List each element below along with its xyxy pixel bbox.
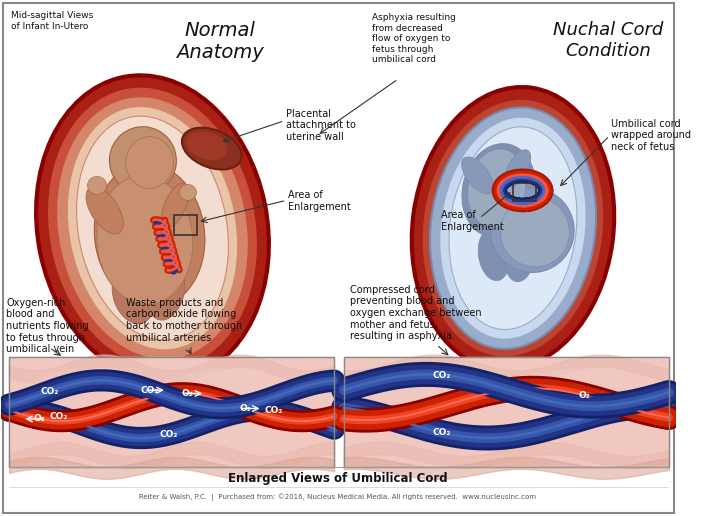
- Ellipse shape: [490, 188, 574, 272]
- Text: Asphyxia resulting
from decreased
flow of oxygen to
fetus through
umbilical cord: Asphyxia resulting from decreased flow o…: [372, 13, 456, 64]
- Ellipse shape: [97, 175, 192, 304]
- Ellipse shape: [505, 234, 534, 282]
- Ellipse shape: [162, 183, 189, 228]
- Ellipse shape: [467, 149, 526, 228]
- Ellipse shape: [56, 96, 249, 360]
- Ellipse shape: [186, 131, 228, 160]
- Text: O₂: O₂: [182, 389, 194, 398]
- Ellipse shape: [501, 197, 570, 267]
- Bar: [513, 183, 536, 201]
- Ellipse shape: [94, 163, 205, 307]
- Text: CO₂: CO₂: [49, 412, 68, 421]
- Text: CO₂: CO₂: [140, 385, 159, 395]
- Ellipse shape: [422, 99, 605, 358]
- Text: Nuchal Cord
Condition: Nuchal Cord Condition: [553, 21, 663, 60]
- Ellipse shape: [47, 86, 258, 370]
- Ellipse shape: [462, 144, 535, 237]
- Text: O₂: O₂: [240, 404, 251, 413]
- Text: CO₂: CO₂: [432, 370, 450, 380]
- Ellipse shape: [77, 116, 228, 340]
- Ellipse shape: [430, 107, 596, 349]
- Text: Umbilical cord
wrapped around
neck of fetus: Umbilical cord wrapped around neck of fe…: [611, 119, 692, 152]
- Text: O₂: O₂: [579, 391, 591, 400]
- Bar: [173, 215, 197, 235]
- Text: Compressed cord
preventing blood and
oxygen exchange between
mother and fetus,
r: Compressed cord preventing blood and oxy…: [350, 285, 482, 341]
- Ellipse shape: [67, 106, 238, 350]
- Ellipse shape: [36, 75, 269, 381]
- Ellipse shape: [179, 184, 197, 200]
- Text: Mid-sagittal Views
of Infant In-Utero: Mid-sagittal Views of Infant In-Utero: [11, 11, 93, 31]
- Ellipse shape: [505, 150, 531, 187]
- Ellipse shape: [86, 186, 123, 234]
- Text: Waste products and
carbon dioxide flowing
back to mother through
umbilical arter: Waste products and carbon dioxide flowin…: [125, 298, 242, 343]
- Ellipse shape: [439, 117, 587, 340]
- Ellipse shape: [449, 127, 577, 330]
- FancyBboxPatch shape: [4, 4, 673, 512]
- Text: Reiter & Walsh, P.C.  |  Purchased from: ©2016, Nucleus Medical Media. All right: Reiter & Walsh, P.C. | Purchased from: ©…: [140, 494, 537, 502]
- Text: CO₂: CO₂: [265, 407, 283, 415]
- Text: CO₂: CO₂: [432, 428, 450, 437]
- Text: Area of
Enlargement: Area of Enlargement: [288, 190, 351, 212]
- Text: Enlarged Views of Umbilical Cord: Enlarged Views of Umbilical Cord: [228, 472, 448, 485]
- Bar: [9, 358, 334, 467]
- Bar: [344, 358, 669, 467]
- Ellipse shape: [109, 127, 176, 195]
- Text: CO₂: CO₂: [159, 430, 178, 439]
- Ellipse shape: [462, 157, 494, 194]
- Ellipse shape: [182, 127, 242, 170]
- Text: Placental
attachment to
uterine wall: Placental attachment to uterine wall: [286, 109, 356, 142]
- Ellipse shape: [112, 266, 154, 324]
- Ellipse shape: [125, 137, 173, 188]
- Text: Normal
Anatomy: Normal Anatomy: [176, 21, 263, 62]
- Text: CO₂: CO₂: [40, 387, 59, 396]
- Ellipse shape: [87, 176, 106, 195]
- Text: Oxygen-rich
blood and
nutrients flowing
to fetus through
umbilical vein: Oxygen-rich blood and nutrients flowing …: [6, 298, 89, 354]
- Text: Area of
Enlargement: Area of Enlargement: [441, 210, 504, 232]
- Ellipse shape: [412, 87, 614, 369]
- Ellipse shape: [478, 230, 510, 281]
- Text: O₂: O₂: [34, 414, 46, 424]
- Ellipse shape: [147, 264, 185, 320]
